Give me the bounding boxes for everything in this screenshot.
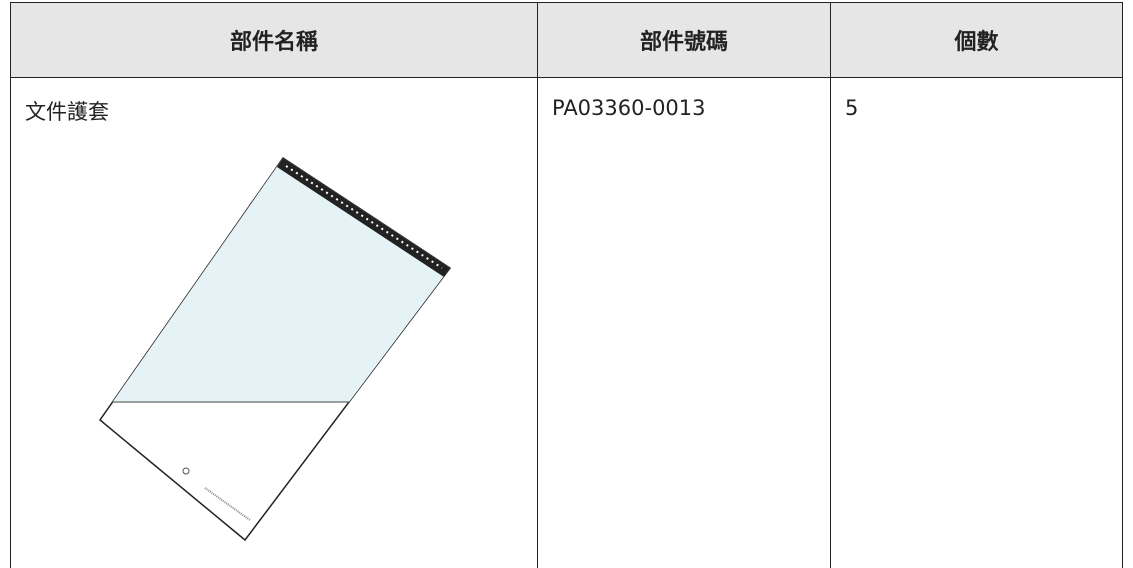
- carrier-sheet-illustration: [0, 0, 1133, 549]
- page: 部件名稱 部件號碼 個數 文件護套 PA03360-0013 5 (() => …: [0, 0, 1133, 549]
